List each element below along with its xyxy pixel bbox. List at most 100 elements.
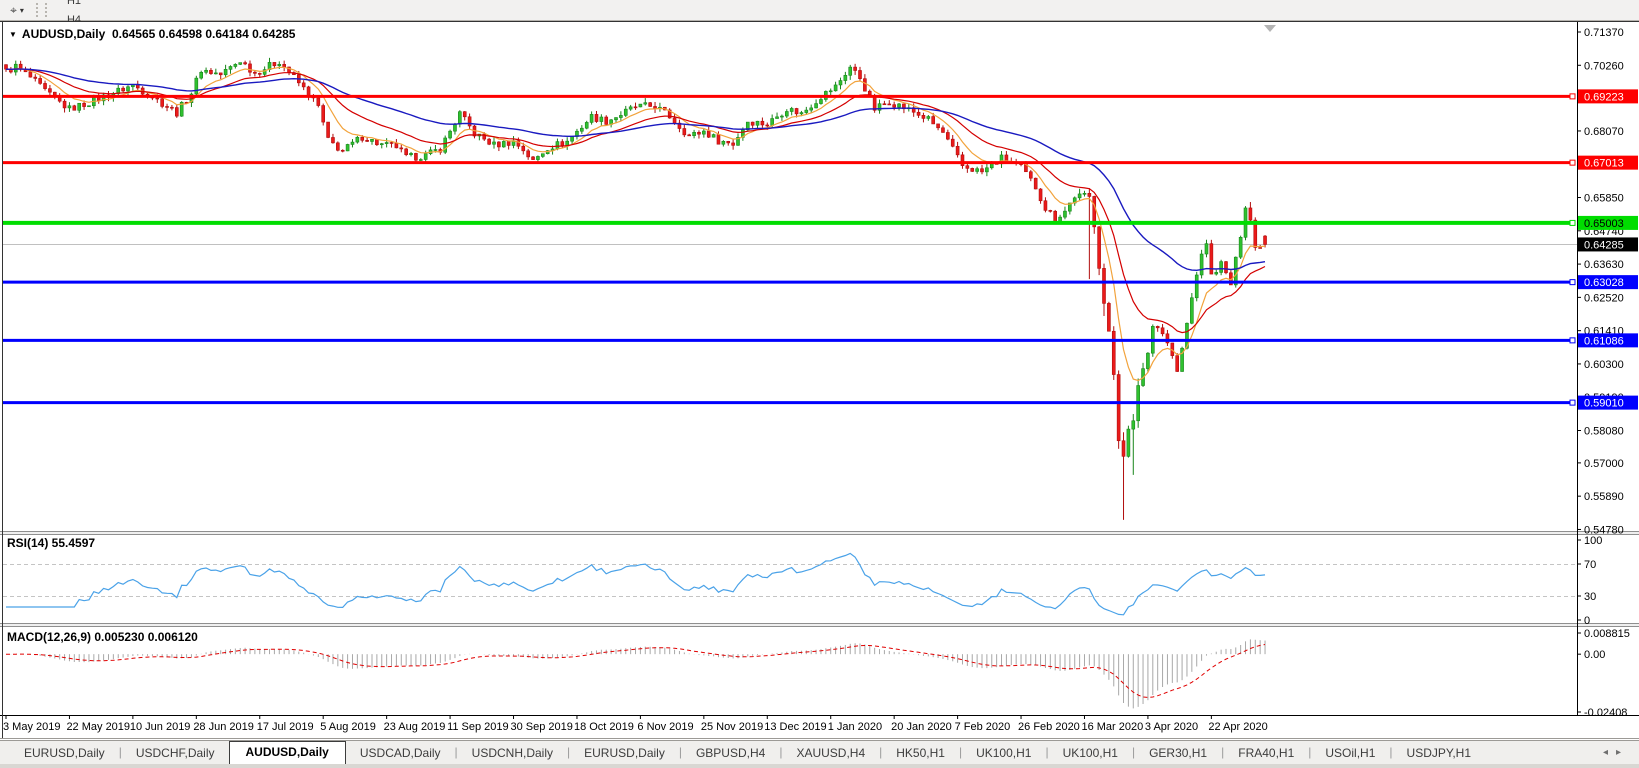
chart-tab-fra40-h1[interactable]: FRA40,H1 (1238, 746, 1295, 760)
tab-separator: | (1221, 745, 1225, 759)
chart-tab-usdcnh-daily[interactable]: USDCNH,Daily (471, 746, 554, 760)
line-anchor-square (1569, 93, 1576, 100)
rsi-tick-label: 70 (1584, 559, 1596, 571)
crosshair-tool-button[interactable]: ⌖ ▾ (0, 1, 34, 19)
price-tick-label: 0.68070 (1584, 126, 1624, 138)
rsi-panel-label: RSI(14) 55.4597 (7, 536, 96, 550)
dropdown-icon: ▾ (19, 5, 24, 15)
tab-separator: | (1131, 745, 1136, 759)
tab-separator: | (1389, 745, 1393, 759)
date-tick-label: 1 Jan 2020 (828, 721, 882, 733)
chart-window: 0.71370 0.70260 0.68070 0.65850 0.64740 0.636… (0, 21, 1639, 740)
chart-tab-eurusd-daily[interactable]: EURUSD,Daily (24, 746, 105, 760)
line-anchor-square (1569, 159, 1576, 166)
date-tick-label: 23 Aug 2019 (384, 721, 446, 733)
chart-tab-ger30-h1[interactable]: GER30,H1 (1149, 746, 1208, 760)
rsi-line (6, 552, 1266, 616)
svg-text:0.61086: 0.61086 (1584, 335, 1624, 347)
chart-title-quotes: 0.64565 0.64598 0.64184 0.64285 (111, 27, 296, 41)
chart-tab-xauusd-h4[interactable]: XAUUSD,H4 (796, 746, 866, 760)
svg-text:0.67013: 0.67013 (1584, 158, 1624, 170)
price-tick-label: 0.70260 (1584, 60, 1624, 72)
macd-tick-label: 0.00 (1584, 649, 1605, 661)
date-tick-label: 17 Jul 2019 (257, 721, 314, 733)
tab-separator: | (1045, 745, 1049, 759)
chart-tab-uk100-h1[interactable]: UK100,H1 (976, 746, 1032, 760)
price-tick-label: 0.57000 (1584, 458, 1624, 470)
date-tick-label: 13 Dec 2019 (764, 721, 826, 733)
top-toolbar: ⌖ ▾ M1M5M15M30H1H4D1W1MN (0, 0, 1639, 101)
date-tick-label: 3 May 2019 (3, 721, 60, 733)
macd-signal-line (6, 644, 1266, 699)
tab-scroll-right-icon[interactable]: ▸ (1615, 747, 1629, 758)
svg-text:0.64285: 0.64285 (1584, 239, 1624, 251)
price-badge (1578, 89, 1638, 104)
price-badge (1578, 275, 1638, 290)
macd-tick-label: -0.02408 (1584, 707, 1627, 719)
tab-scroll-left-icon[interactable]: ◂ (1602, 747, 1616, 758)
macd-panel-label: MACD(12,26,9) 0.005230 0.006120 (7, 630, 198, 644)
status-strip (0, 764, 1639, 768)
price-tick-label: 0.60300 (1584, 359, 1624, 371)
chart-tab-usoil-h1[interactable]: USOil,H1 (1325, 746, 1376, 760)
tab-separator: | (879, 745, 883, 759)
macd-histogram (10, 639, 1266, 709)
chart-tab-usdjpy-h1[interactable]: USDJPY,H1 (1406, 746, 1472, 760)
toolbar-grip[interactable] (36, 3, 47, 17)
svg-text:0.69223: 0.69223 (1584, 91, 1624, 103)
price-tick-label: 0.65850 (1584, 193, 1624, 205)
tab-separator: | (779, 745, 783, 759)
chart-shift-marker[interactable] (1264, 25, 1276, 32)
price-badge (1578, 155, 1638, 170)
rsi-tick-label: 0 (1584, 615, 1590, 627)
price-badge (1578, 215, 1638, 230)
svg-text:0.63028: 0.63028 (1584, 277, 1624, 289)
chart-tab-hk50-h1[interactable]: HK50,H1 (896, 746, 945, 760)
chart-title-symbol: AUDUSD,Daily (21, 27, 106, 41)
chart-tab-usdchf-daily[interactable]: USDCHF,Daily (135, 746, 215, 760)
tab-scroll-buttons[interactable]: ◂▸ (1603, 747, 1629, 758)
date-tick-label: 25 Nov 2019 (701, 721, 763, 733)
chart-tab-eurusd-daily[interactable]: EURUSD,Daily (584, 746, 665, 760)
svg-text:0.65003: 0.65003 (1584, 218, 1624, 230)
chart-title: ▼ AUDUSD,Daily 0.64565 0.64598 0.64184 0.… (9, 27, 295, 41)
timeframe-button-H1[interactable]: H1 (66, 0, 82, 7)
macd-tick-label: 0.008815 (1584, 628, 1630, 640)
chart-tab-gbpusd-h4[interactable]: GBPUSD,H4 (695, 746, 766, 760)
line-anchor-square (1569, 399, 1576, 406)
chart-tab-bar: EURUSD,Daily | USDCHF,Daily AUDUSD,Daily USD… (0, 740, 1639, 764)
moving-average-8 (5, 66, 1266, 382)
date-tick-label: 7 Feb 2020 (955, 721, 1011, 733)
line-anchor-square (1569, 219, 1576, 226)
tab-separator: | (118, 745, 122, 759)
chart-title-collapse-icon[interactable]: ▼ (9, 30, 17, 39)
rsi-tick-label: 100 (1584, 535, 1602, 547)
crosshair-icon: ⌖ (10, 2, 17, 17)
date-tick-label: 22 Apr 2020 (1208, 721, 1267, 733)
chart-canvas[interactable]: 0.713700.702600.680700.658500.647400.636… (0, 21, 1639, 740)
price-tick-label: 0.55890 (1584, 491, 1624, 503)
tab-separator: | (958, 745, 963, 759)
chart-tab-audusd-daily[interactable]: AUDUSD,Daily (228, 741, 346, 764)
chart-tab-usdcad-daily[interactable]: USDCAD,Daily (359, 746, 441, 760)
tab-separator: | (454, 745, 458, 759)
date-tick-label: 28 Jun 2019 (193, 721, 254, 733)
svg-text:0.59010: 0.59010 (1584, 398, 1624, 410)
tab-separator: | (1308, 745, 1312, 759)
moving-average-50 (5, 68, 1266, 272)
date-tick-label: 10 Jun 2019 (130, 721, 191, 733)
price-tick-label: 0.54780 (1584, 524, 1624, 536)
price-tick-label: 0.62520 (1584, 292, 1624, 304)
date-tick-label: 11 Sep 2019 (447, 721, 509, 733)
price-tick-label: 0.71370 (1584, 27, 1624, 39)
rsi-tick-label: 30 (1584, 591, 1596, 603)
chart-tab-uk100-h1[interactable]: UK100,H1 (1062, 746, 1118, 760)
date-tick-label: 5 Aug 2019 (320, 721, 376, 733)
date-tick-label: 26 Feb 2020 (1018, 721, 1080, 733)
moving-average-20 (5, 68, 1266, 334)
line-anchor-square (1569, 279, 1576, 286)
date-tick-label: 6 Nov 2019 (637, 721, 693, 733)
price-badge (1578, 333, 1638, 348)
price-tick-label: 0.63630 (1584, 259, 1624, 271)
date-tick-label: 16 Mar 2020 (1081, 721, 1143, 733)
